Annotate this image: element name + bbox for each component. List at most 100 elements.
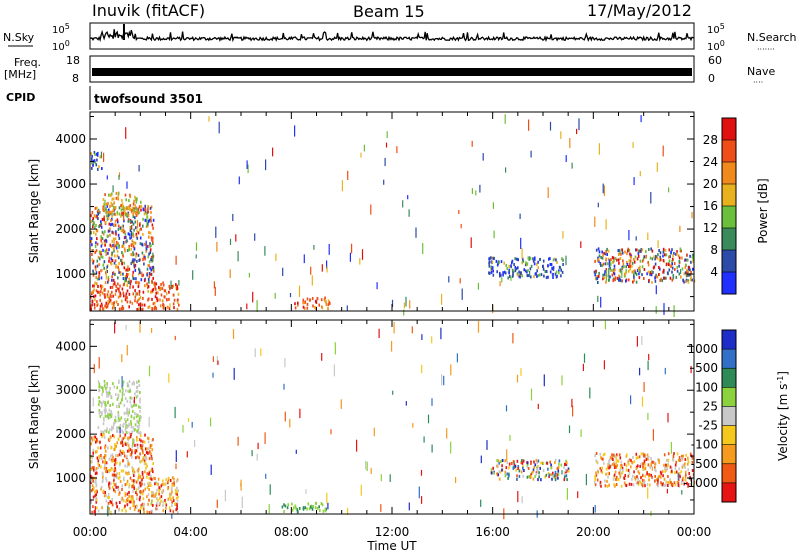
scatter-cell <box>650 273 653 277</box>
scatter-cell <box>600 456 602 460</box>
scatter-cell <box>150 210 152 214</box>
scatter-cell <box>110 244 113 248</box>
scatter-cell <box>644 474 647 478</box>
scatter-cell <box>671 266 674 270</box>
scatter-cell <box>132 489 134 493</box>
scatter-cell <box>127 459 129 463</box>
scatter-cell <box>684 462 686 466</box>
scatter-cell <box>532 477 535 481</box>
scatter-cell <box>605 280 607 284</box>
scatter-cell <box>513 263 515 266</box>
scatter-cell <box>104 403 107 407</box>
scatter-cell <box>662 259 665 262</box>
scatter-cell <box>105 305 108 309</box>
scatter-cell <box>169 496 172 500</box>
scatter-cell <box>490 265 493 269</box>
scatter-cell <box>124 433 127 437</box>
scatter-cell <box>681 455 683 458</box>
scatter-cell <box>93 364 95 374</box>
scatter-cell <box>658 249 660 252</box>
scatter-cell <box>607 257 610 261</box>
scatter-cell <box>177 489 180 493</box>
colorbar-swatch <box>722 228 736 250</box>
scatter-cell <box>248 272 250 278</box>
scatter-cell <box>130 433 132 437</box>
scatter-cell <box>119 293 122 297</box>
scatter-cell <box>129 195 132 199</box>
scatter-cell <box>133 199 135 203</box>
scatter-cell <box>656 275 659 279</box>
scatter-cell <box>492 256 495 260</box>
scatter-cell <box>119 461 121 465</box>
scatter-cell <box>647 412 649 420</box>
scatter-cell <box>550 463 552 467</box>
scatter-cell <box>116 476 118 479</box>
scatter-cell <box>402 200 404 208</box>
scatter-cell <box>134 423 137 427</box>
scatter-cell <box>658 273 660 276</box>
scatter-cell <box>561 257 563 261</box>
scatter-cell <box>126 492 129 496</box>
scatter-cell <box>647 463 650 467</box>
scatter-cell <box>552 272 554 276</box>
scatter-cell <box>132 467 135 471</box>
scatter-cell <box>640 462 642 466</box>
scatter-cell <box>667 272 669 276</box>
scatter-cell <box>496 459 498 462</box>
scatter-cell <box>291 508 294 512</box>
scatter-cell <box>631 477 633 481</box>
scatter-cell <box>148 472 150 476</box>
scatter-cell <box>141 478 143 482</box>
scatter-cell <box>628 248 631 252</box>
scatter-cell <box>688 472 690 475</box>
scatter-cell <box>520 461 523 465</box>
scatter-cell <box>529 270 531 278</box>
scatter-cell <box>626 252 628 256</box>
scatter-cell <box>606 479 608 483</box>
scatter-cell <box>640 452 643 456</box>
scatter-cell <box>272 147 274 157</box>
scatter-cell <box>119 479 122 483</box>
scatter-cell <box>460 223 462 229</box>
scatter-cell <box>594 477 596 481</box>
scatter-cell <box>482 153 484 161</box>
scatter-cell <box>139 296 142 299</box>
scatter-cell <box>692 267 694 271</box>
scatter-cell <box>265 159 267 171</box>
scatter-cell <box>491 266 494 270</box>
power-panel-frame <box>89 111 695 312</box>
scatter-cell <box>603 360 605 370</box>
scatter-cell <box>318 505 320 509</box>
scatter-cell <box>556 261 558 264</box>
scatter-cell <box>657 479 659 483</box>
scatter-cell <box>684 478 687 482</box>
scatter-cell <box>121 508 123 512</box>
scatter-cell <box>130 404 133 408</box>
scatter-cell <box>642 462 644 466</box>
range-tick-label: 4000 <box>55 339 86 353</box>
scatter-cell <box>470 237 472 248</box>
scatter-cell <box>626 263 629 266</box>
scatter-cell <box>91 510 93 514</box>
scatter-cell <box>111 217 113 221</box>
scatter-cell <box>514 257 516 261</box>
scatter-cell <box>123 478 125 482</box>
scatter-cell <box>131 455 133 459</box>
scatter-cell <box>623 462 626 466</box>
scatter-cell <box>154 482 156 486</box>
scatter-cell <box>122 240 125 244</box>
scatter-cell <box>97 151 99 155</box>
scatter-cell <box>615 453 618 457</box>
scatter-cell <box>641 259 644 263</box>
scatter-cell <box>104 411 106 415</box>
scatter-cell <box>125 213 128 217</box>
scatter-cell <box>115 461 118 465</box>
scatter-cell <box>93 306 96 310</box>
scatter-cell <box>455 477 457 484</box>
scatter-cell <box>98 165 100 169</box>
scatter-cell <box>150 477 152 481</box>
scatter-cell <box>663 477 666 481</box>
scatter-cell <box>620 471 623 475</box>
scatter-cell <box>99 308 101 312</box>
